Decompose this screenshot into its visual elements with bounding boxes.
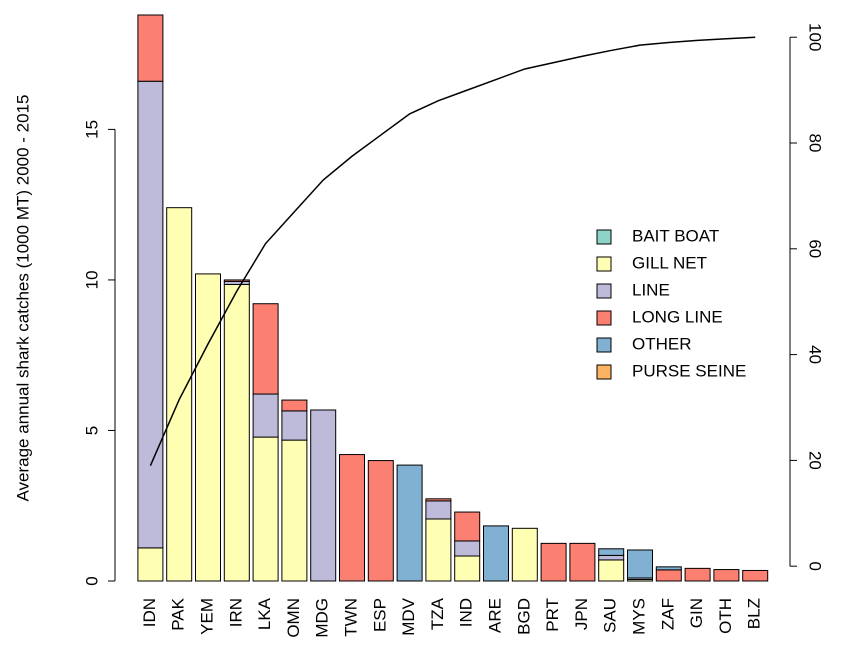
- y2-tick-label: 60: [806, 239, 825, 258]
- bar-segment: [223, 283, 250, 582]
- legend-swatch: [596, 229, 612, 245]
- bar-segment: [684, 567, 711, 582]
- y2-tick-label: 100: [806, 23, 825, 51]
- legend-label: GILL NET: [632, 253, 707, 272]
- bar-segment: [598, 559, 625, 582]
- legend-swatch: [596, 337, 612, 353]
- y-tick-label: 0: [82, 576, 101, 585]
- x-tick-label: PAK: [169, 597, 188, 630]
- cumulative-line: [149, 36, 756, 466]
- y2-tick-label: 80: [806, 134, 825, 153]
- x-tick-label: IRN: [226, 598, 245, 627]
- x-tick-label: MDV: [399, 597, 418, 635]
- legend-swatch: [596, 256, 612, 272]
- bar-segment: [627, 549, 653, 579]
- legend-label: PURSE SEINE: [632, 361, 746, 380]
- x-tick-label: BGD: [514, 598, 533, 635]
- bar-segment: [511, 527, 538, 582]
- bar-segment: [454, 555, 481, 582]
- legend-swatch: [596, 283, 612, 299]
- y2-tick-label: 20: [806, 451, 825, 470]
- x-tick-label: MYS: [629, 598, 648, 635]
- legend-swatch: [596, 364, 612, 380]
- bar-segment: [569, 542, 596, 582]
- bar-segment: [598, 554, 625, 561]
- x-tick-label: ZAF: [658, 598, 677, 630]
- bar-segment: [396, 464, 423, 582]
- x-tick-label: OTH: [716, 598, 735, 634]
- bar-segment: [137, 547, 164, 582]
- bar-segment: [655, 569, 682, 582]
- bar-segment: [252, 303, 279, 395]
- x-tick-label: SAU: [601, 598, 620, 633]
- y-axis-label: Average annual shark catches (1000 MT) 2…: [13, 95, 32, 502]
- x-tick-label: PRT: [543, 598, 562, 632]
- x-tick-label: OMN: [284, 598, 303, 638]
- bar-segment: [310, 409, 337, 582]
- y2-tick-label: 0: [806, 561, 825, 570]
- bar-segment: [483, 525, 509, 582]
- y-tick-label: 5: [82, 426, 101, 435]
- x-tick-label: ESP: [370, 598, 389, 632]
- bar-segment: [281, 439, 308, 582]
- bar-segment: [425, 498, 452, 502]
- y2-tick-label: 40: [806, 345, 825, 364]
- x-tick-label: LKA: [255, 597, 274, 630]
- bar-segment: [454, 511, 481, 542]
- x-tick-label: GIN: [687, 598, 706, 628]
- bar-segment: [281, 399, 308, 412]
- bar-segment: [339, 454, 365, 582]
- y-tick-label: 10: [82, 270, 101, 289]
- x-tick-label: TWN: [341, 598, 360, 637]
- legend-label: BAIT BOAT: [632, 226, 719, 245]
- legend-label: LONG LINE: [632, 307, 723, 326]
- bar-segment: [742, 569, 769, 582]
- x-tick-label: MDG: [313, 598, 332, 638]
- bar-segment: [166, 207, 193, 582]
- bar-segment: [425, 518, 452, 582]
- bar-segment: [454, 540, 481, 557]
- x-tick-label: JPN: [572, 598, 591, 630]
- y-tick-label: 15: [82, 120, 101, 139]
- x-tick-label: BLZ: [745, 598, 764, 629]
- bar-segment: [137, 14, 164, 82]
- bar-segment: [540, 542, 567, 582]
- bar-segment: [252, 393, 279, 438]
- bar-segment: [598, 548, 625, 556]
- bar-segment: [281, 410, 308, 441]
- x-tick-label: IND: [457, 598, 476, 627]
- x-tick-label: YEM: [197, 598, 216, 635]
- bar-segment: [252, 436, 279, 582]
- bar-segment: [655, 566, 682, 571]
- bar-segment: [223, 279, 250, 282]
- legend-label: LINE: [632, 280, 670, 299]
- x-tick-label: ARE: [485, 598, 504, 633]
- x-tick-label: TZA: [428, 597, 447, 630]
- x-tick-label: IDN: [140, 598, 159, 627]
- bar-segment: [137, 80, 164, 549]
- bar-segment: [713, 569, 740, 582]
- bar-segment: [367, 460, 394, 582]
- bar-segment: [425, 500, 452, 520]
- bar-segment: [195, 273, 221, 582]
- legend-label: OTHER: [632, 334, 692, 353]
- legend-swatch: [596, 310, 612, 326]
